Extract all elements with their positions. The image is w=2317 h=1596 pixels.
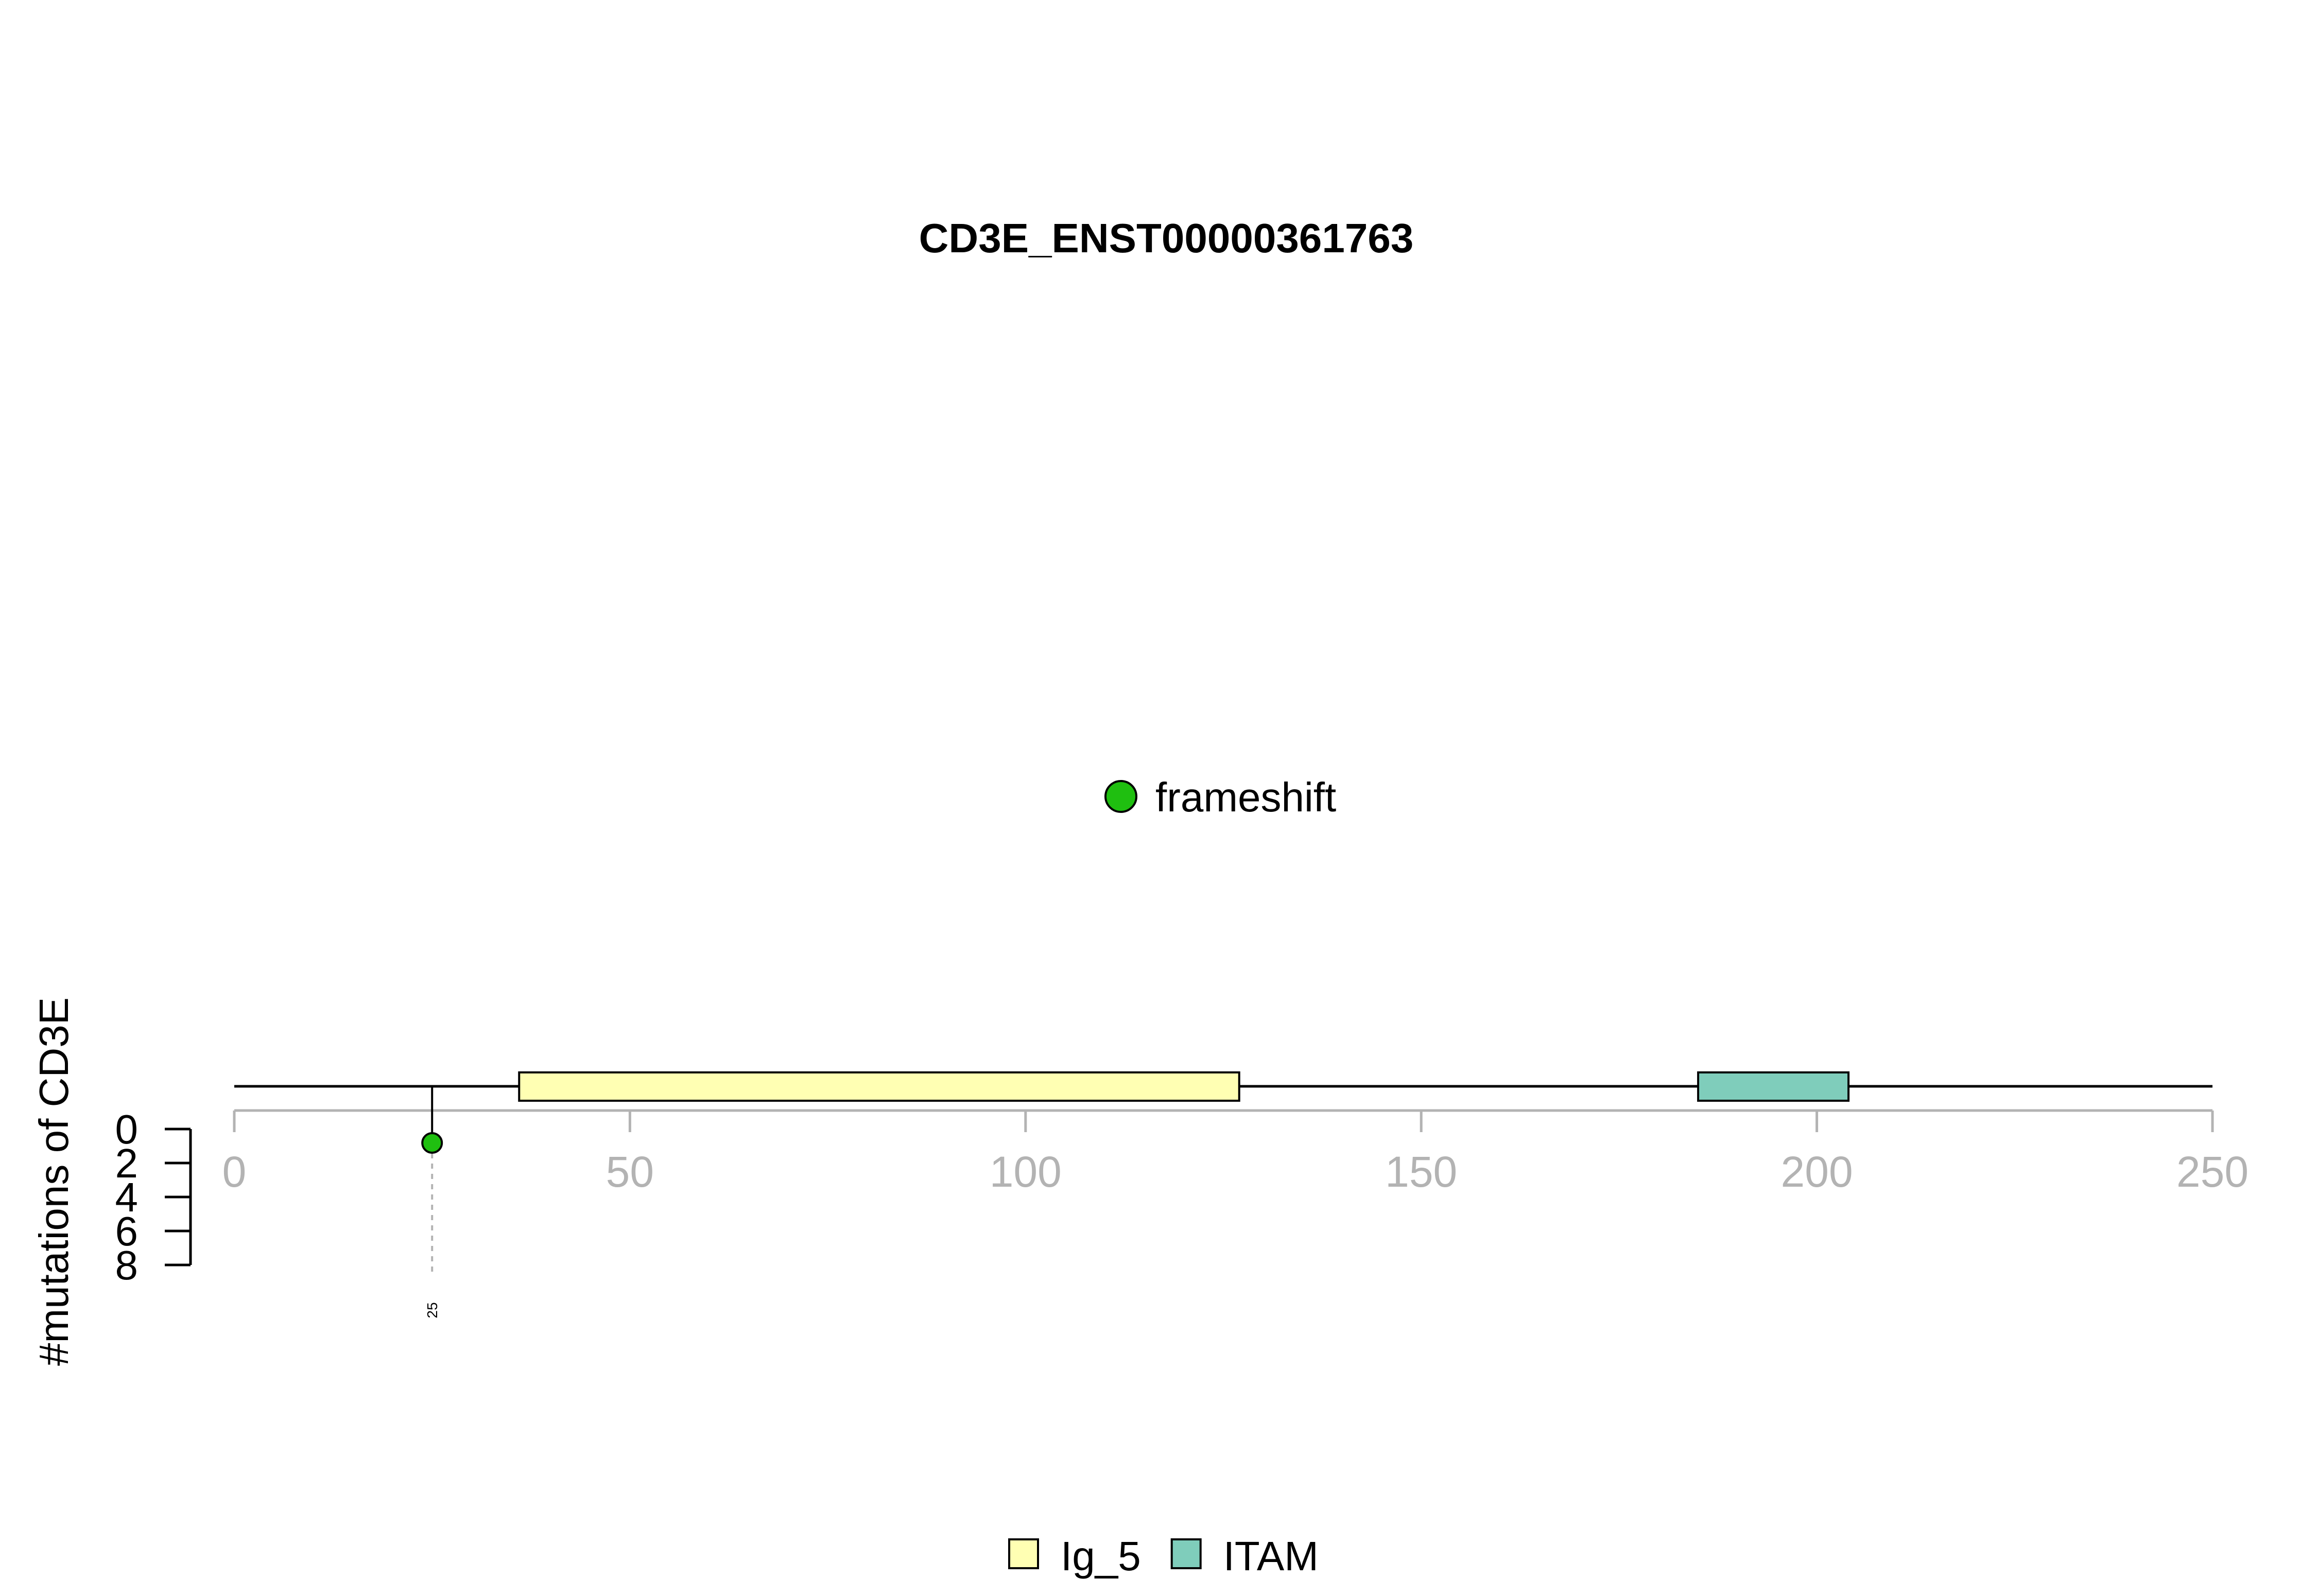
lollipop-position-label-25: 25 — [424, 1302, 440, 1318]
legend-label-frameshift: frameshift — [1155, 774, 1336, 820]
x-tick-label-50: 50 — [606, 1148, 654, 1196]
y-tick-label-2: 2 — [115, 1140, 139, 1186]
y-tick-label-4: 4 — [115, 1174, 139, 1220]
x-axis: 0 50 100 150 200 250 — [222, 1109, 2249, 1196]
legend-marker-frameshift — [1104, 780, 1137, 813]
domain-ITAM — [1697, 1071, 1850, 1102]
y-tick-label-6: 6 — [115, 1208, 139, 1254]
x-tick-label-0: 0 — [222, 1148, 247, 1196]
chart-title: CD3E_ENST00000361763 — [919, 215, 1414, 261]
x-tick-label-150: 150 — [1385, 1148, 1457, 1196]
lollipop-head-25 — [421, 1132, 443, 1154]
domain-Ig_5 — [518, 1071, 1240, 1102]
mutation-legend: frameshift — [1104, 774, 1336, 820]
y-tick-label-8: 8 — [115, 1242, 139, 1288]
y-tick-label-0: 0 — [115, 1106, 139, 1152]
mutation-lollipops: 25 — [421, 1086, 443, 1319]
x-tick-label-100: 100 — [990, 1148, 1062, 1196]
domain-legend-label-ITAM: ITAM — [1223, 1533, 1319, 1579]
protein-track — [234, 1071, 2212, 1102]
x-tick-label-250: 250 — [2176, 1148, 2249, 1196]
domain-legend-swatch-ITAM — [1170, 1538, 1202, 1569]
domain-legend: Ig_5 ITAM — [1008, 1533, 1319, 1579]
y-axis-label: #mutations of CD3E — [31, 997, 77, 1366]
domain-legend-label-Ig_5: Ig_5 — [1061, 1533, 1141, 1579]
x-tick-label-200: 200 — [1781, 1148, 1853, 1196]
domain-legend-swatch-Ig_5 — [1008, 1538, 1039, 1569]
